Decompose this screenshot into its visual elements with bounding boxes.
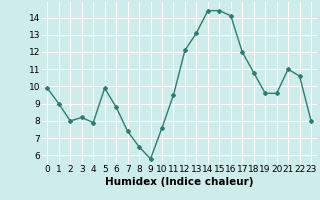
X-axis label: Humidex (Indice chaleur): Humidex (Indice chaleur) bbox=[105, 177, 253, 187]
